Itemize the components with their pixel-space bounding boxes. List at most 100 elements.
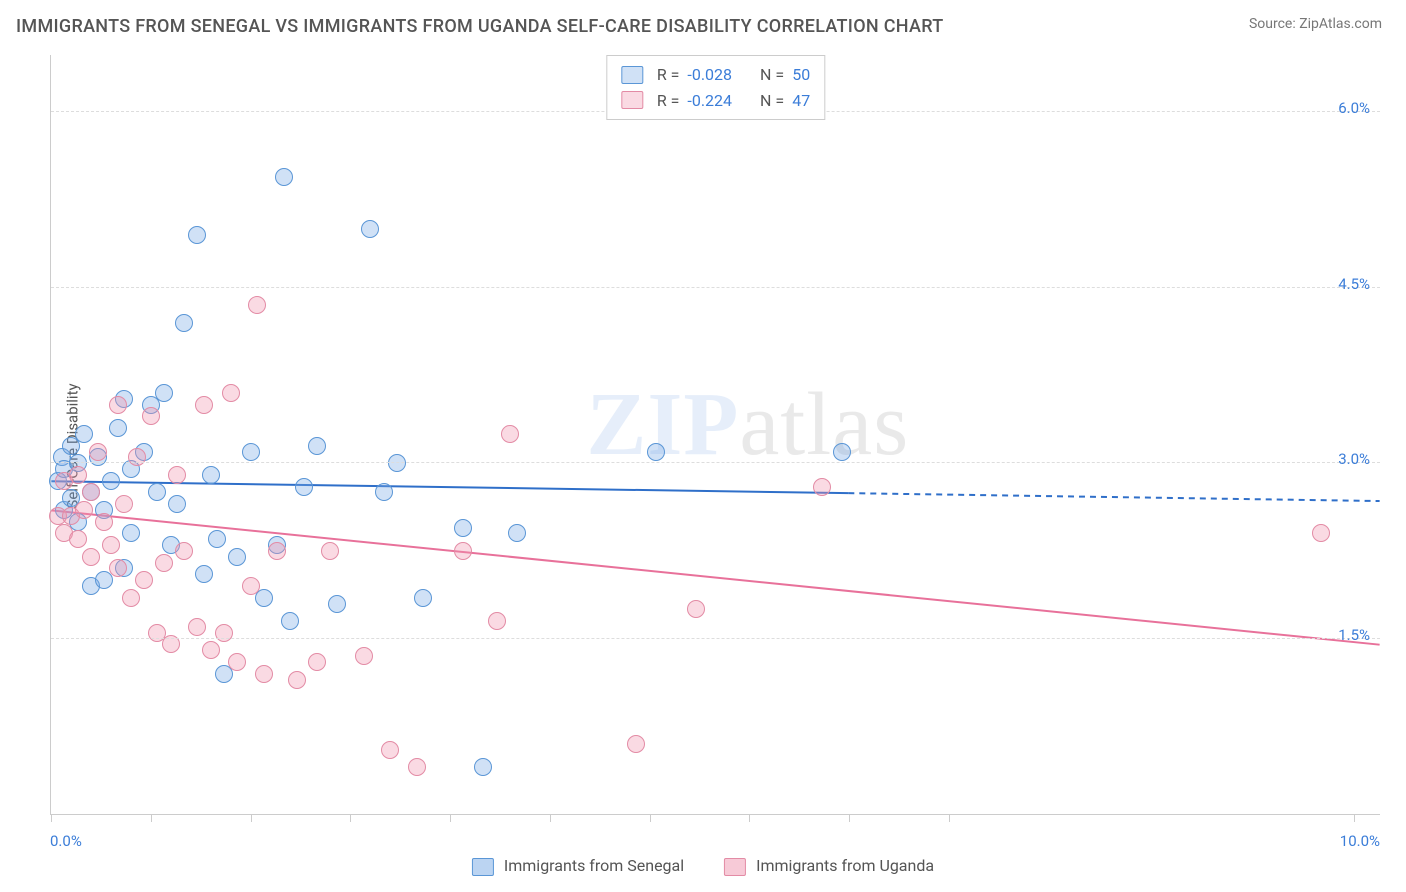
data-point bbox=[75, 501, 93, 519]
data-point bbox=[255, 665, 273, 683]
stat-label-n: N = bbox=[760, 62, 784, 88]
data-point bbox=[361, 220, 379, 238]
legend-row-uganda: R = -0.224 N = 47 bbox=[621, 88, 810, 114]
data-point bbox=[321, 542, 339, 560]
stat-label-r: R = bbox=[657, 62, 680, 88]
data-point bbox=[128, 448, 146, 466]
x-tick bbox=[1354, 814, 1355, 822]
data-point bbox=[288, 671, 306, 689]
data-point bbox=[155, 384, 173, 402]
data-point bbox=[208, 530, 226, 548]
data-point bbox=[168, 495, 186, 513]
x-axis-max-label: 10.0% bbox=[1340, 832, 1380, 850]
data-point bbox=[69, 530, 87, 548]
data-point bbox=[82, 483, 100, 501]
gridline bbox=[51, 287, 1380, 288]
x-tick bbox=[350, 814, 351, 822]
data-point bbox=[242, 577, 260, 595]
gridline bbox=[51, 638, 1380, 639]
data-point bbox=[474, 758, 492, 776]
data-point bbox=[109, 396, 127, 414]
data-point bbox=[135, 571, 153, 589]
data-point bbox=[248, 296, 266, 314]
data-point bbox=[454, 542, 472, 560]
data-point bbox=[687, 600, 705, 618]
data-point bbox=[375, 483, 393, 501]
n-value-senegal: 50 bbox=[792, 62, 810, 88]
data-point bbox=[102, 472, 120, 490]
legend-swatch-senegal bbox=[621, 66, 643, 84]
plot-area: ZIPatlas R = -0.028 N = 50 R = -0.224 N … bbox=[50, 55, 1380, 815]
data-point bbox=[202, 466, 220, 484]
data-point bbox=[122, 524, 140, 542]
data-point bbox=[268, 542, 286, 560]
gridline bbox=[51, 462, 1380, 463]
data-point bbox=[281, 612, 299, 630]
data-point bbox=[109, 559, 127, 577]
data-point bbox=[122, 589, 140, 607]
trend-lines bbox=[51, 55, 1380, 814]
data-point bbox=[381, 741, 399, 759]
data-point bbox=[69, 466, 87, 484]
data-point bbox=[833, 443, 851, 461]
x-tick bbox=[450, 814, 451, 822]
x-tick bbox=[749, 814, 750, 822]
data-point bbox=[228, 548, 246, 566]
data-point bbox=[355, 647, 373, 665]
data-point bbox=[308, 653, 326, 671]
correlation-legend: R = -0.028 N = 50 R = -0.224 N = 47 bbox=[606, 55, 825, 120]
legend-label-uganda: Immigrants from Uganda bbox=[756, 856, 934, 875]
source-label: Source: ZipAtlas.com bbox=[1249, 16, 1382, 32]
data-point bbox=[1312, 524, 1330, 542]
data-point bbox=[222, 384, 240, 402]
y-tick-label: 3.0% bbox=[1338, 450, 1370, 468]
data-point bbox=[647, 443, 665, 461]
trend-line bbox=[51, 481, 848, 493]
r-value-senegal: -0.028 bbox=[687, 62, 732, 88]
y-tick-label: 4.5% bbox=[1338, 275, 1370, 293]
series-legend: Immigrants from Senegal Immigrants from … bbox=[472, 856, 934, 876]
x-axis-min-label: 0.0% bbox=[50, 832, 82, 850]
legend-item-uganda: Immigrants from Uganda bbox=[724, 856, 934, 876]
chart-title: IMMIGRANTS FROM SENEGAL VS IMMIGRANTS FR… bbox=[16, 16, 944, 37]
y-tick-label: 6.0% bbox=[1338, 99, 1370, 117]
x-tick bbox=[251, 814, 252, 822]
data-point bbox=[148, 483, 166, 501]
data-point bbox=[195, 565, 213, 583]
data-point bbox=[295, 478, 313, 496]
data-point bbox=[188, 226, 206, 244]
data-point bbox=[228, 653, 246, 671]
data-point bbox=[89, 443, 107, 461]
data-point bbox=[168, 466, 186, 484]
data-point bbox=[454, 519, 472, 537]
data-point bbox=[308, 437, 326, 455]
data-point bbox=[142, 407, 160, 425]
data-point bbox=[414, 589, 432, 607]
x-tick bbox=[151, 814, 152, 822]
data-point bbox=[627, 735, 645, 753]
data-point bbox=[175, 542, 193, 560]
r-value-uganda: -0.224 bbox=[687, 88, 732, 114]
data-point bbox=[155, 554, 173, 572]
trend-line-extrapolated bbox=[848, 493, 1379, 501]
data-point bbox=[102, 536, 120, 554]
data-point bbox=[82, 548, 100, 566]
data-point bbox=[488, 612, 506, 630]
stat-label-n: N = bbox=[760, 88, 784, 114]
data-point bbox=[195, 396, 213, 414]
y-tick-label: 1.5% bbox=[1338, 626, 1370, 644]
data-point bbox=[215, 624, 233, 642]
x-tick bbox=[650, 814, 651, 822]
data-point bbox=[275, 168, 293, 186]
data-point bbox=[175, 314, 193, 332]
x-tick bbox=[949, 814, 950, 822]
legend-swatch-senegal-bottom bbox=[472, 858, 494, 876]
data-point bbox=[813, 478, 831, 496]
legend-swatch-uganda-bottom bbox=[724, 858, 746, 876]
data-point bbox=[508, 524, 526, 542]
legend-item-senegal: Immigrants from Senegal bbox=[472, 856, 684, 876]
legend-label-senegal: Immigrants from Senegal bbox=[504, 856, 684, 875]
data-point bbox=[115, 495, 133, 513]
data-point bbox=[328, 595, 346, 613]
x-tick bbox=[51, 814, 52, 822]
